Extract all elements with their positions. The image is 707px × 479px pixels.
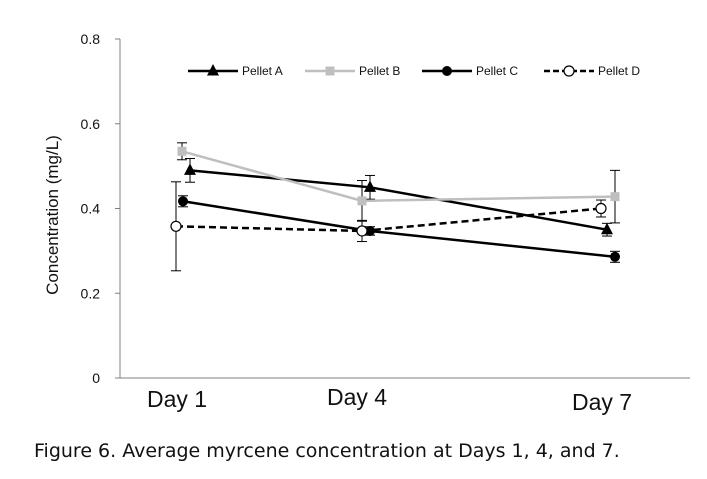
x-tick-labels: Day 1 Day 4 Day 7 [147,384,632,415]
x-tick-label: Day 4 [327,384,387,410]
y-tick-label: 0 [92,370,100,386]
series-pellet-b [177,142,620,224]
x-tick-label: Day 1 [147,386,207,412]
legend-item: Pellet B [305,64,400,78]
legend-marker [563,65,575,77]
series-layer [170,142,620,272]
legend-label: Pellet A [242,64,283,78]
data-point [177,146,187,156]
legend-item: Pellet D [544,64,640,78]
data-point [178,196,188,207]
legend-item: Pellet A [188,64,283,78]
series-line [175,207,602,233]
legend: Pellet A Pellet B Pellet C Pellet D [188,64,640,78]
y-tick-label: 0.4 [81,201,101,217]
y-tick-label: 0.6 [81,116,101,132]
legend-marker [207,64,219,76]
chart-axes [115,38,690,379]
y-tick-label: 0.2 [81,285,101,301]
data-point [601,222,613,235]
data-point [184,163,196,175]
data-point [365,225,375,236]
figure-caption: Figure 6. Average myrcene concentration … [34,440,620,462]
y-tick-labels: 0 0.2 0.4 0.6 0.8 [81,31,101,386]
y-axis-label: Concentration (mg/L) [43,135,62,295]
chart: 0 0.2 0.4 0.6 0.8 Day 1 Day 4 Day 7 Concentrat… [43,31,690,415]
legend-marker [442,66,452,76]
legend-label: Pellet B [359,64,400,78]
data-point [170,220,182,232]
series-pellet-d [170,181,607,272]
data-point [610,251,620,262]
data-point [356,225,368,237]
data-point [595,202,607,215]
y-tick-label: 0.8 [81,31,101,47]
data-point [364,180,376,192]
legend-label: Pellet D [598,64,640,78]
legend-label: Pellet C [476,64,518,78]
data-point [610,192,620,202]
data-point [357,196,367,206]
x-tick-label: Day 7 [572,389,632,415]
series-pellet-c [178,195,620,263]
legend-marker [325,66,335,76]
legend-item: Pellet C [422,64,518,78]
